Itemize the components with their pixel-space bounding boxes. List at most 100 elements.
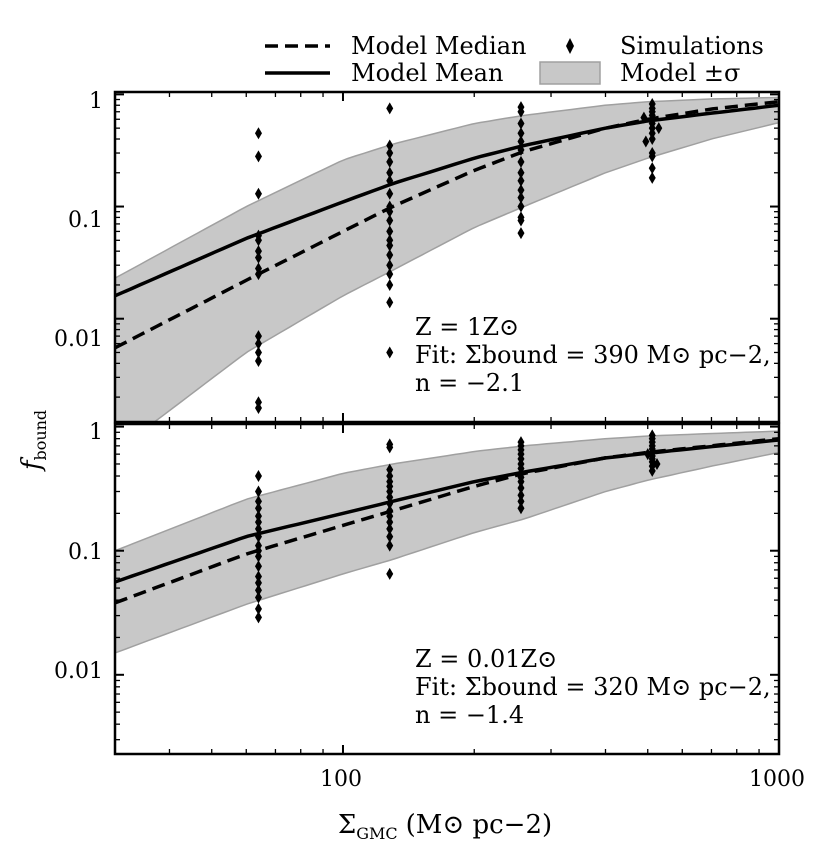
mean-line-bottom bbox=[115, 438, 779, 584]
simulation-point bbox=[254, 495, 262, 508]
simulation-point bbox=[386, 491, 394, 504]
simulation-point bbox=[254, 187, 262, 200]
median-line-bottom bbox=[115, 436, 779, 605]
legend-median-label: Model Median bbox=[351, 32, 526, 60]
simulation-point bbox=[386, 225, 394, 238]
legend-simulations-label: Simulations bbox=[620, 32, 764, 60]
ytick-label-bottom-0.01: 0.01 bbox=[54, 659, 103, 684]
simulation-point bbox=[648, 133, 656, 146]
simulation-point bbox=[386, 567, 394, 580]
simulation-point bbox=[254, 485, 262, 498]
plot-area-bottom bbox=[115, 429, 779, 654]
simulation-point bbox=[517, 495, 525, 508]
simulation-point bbox=[517, 155, 525, 168]
simulation-point bbox=[254, 560, 262, 573]
simulation-point bbox=[386, 174, 394, 187]
legend-simulations-swatch bbox=[566, 38, 574, 54]
simulation-point bbox=[644, 448, 652, 461]
simulation-point bbox=[254, 127, 262, 140]
simulation-point bbox=[642, 135, 650, 148]
simulation-point bbox=[254, 550, 262, 563]
simulation-point bbox=[386, 139, 394, 152]
simulation-point bbox=[254, 570, 262, 583]
frame-bottom bbox=[113, 422, 781, 756]
simulation-point bbox=[517, 166, 525, 179]
simulation-point bbox=[386, 259, 394, 272]
simulation-point bbox=[386, 214, 394, 227]
plot-area-top bbox=[115, 96, 779, 422]
simulation-point bbox=[386, 539, 394, 552]
simulation-point bbox=[254, 522, 262, 535]
simulation-point bbox=[254, 346, 262, 359]
annotation-top-line2: Fit: Σbound = 390 M⊙ pc−2, bbox=[415, 341, 771, 369]
simulation-point bbox=[254, 337, 262, 350]
xtick-label-1000: 1000 bbox=[749, 767, 805, 792]
simulation-point bbox=[254, 470, 262, 483]
simulation-point bbox=[655, 122, 663, 135]
simulation-point bbox=[386, 268, 394, 281]
simulation-point bbox=[386, 155, 394, 168]
x-ticks-top bbox=[114, 92, 780, 422]
mean-line-top bbox=[115, 103, 779, 298]
simulation-point bbox=[653, 457, 661, 470]
legend-band-swatch bbox=[539, 61, 601, 85]
simulation-point bbox=[517, 191, 525, 204]
simulation-point bbox=[254, 591, 262, 604]
sigma-band-top bbox=[115, 96, 779, 422]
simulation-point bbox=[254, 330, 262, 343]
simulation-point bbox=[517, 143, 525, 156]
simulation-point bbox=[254, 516, 262, 529]
simulation-point bbox=[386, 497, 394, 510]
simulation-point bbox=[517, 227, 525, 240]
simulation-point bbox=[254, 576, 262, 589]
simulation-point bbox=[386, 516, 394, 529]
simulation-point bbox=[254, 611, 262, 624]
simulation-point bbox=[386, 102, 394, 115]
simulation-point bbox=[517, 482, 525, 495]
simulation-point bbox=[517, 502, 525, 515]
simulation-point bbox=[254, 602, 262, 615]
annotation-top-line1: Z = 1Z⊙ bbox=[415, 313, 519, 341]
xtick-label-100: 100 bbox=[320, 767, 362, 792]
simulation-point bbox=[648, 464, 656, 477]
ytick-label-top-0.01: 0.01 bbox=[54, 327, 103, 352]
simulation-point bbox=[386, 187, 394, 200]
ytick-label-top-1: 1 bbox=[89, 89, 103, 114]
simulation-point bbox=[386, 248, 394, 261]
simulation-point bbox=[517, 117, 525, 130]
simulation-point bbox=[386, 346, 394, 359]
simulation-point bbox=[254, 502, 262, 515]
simulation-point bbox=[386, 239, 394, 252]
simulation-point bbox=[254, 401, 262, 414]
simulation-point bbox=[386, 166, 394, 179]
simulation-point bbox=[517, 489, 525, 502]
simulation-point bbox=[517, 184, 525, 197]
simulation-point bbox=[254, 354, 262, 367]
simulation-points-bottom bbox=[254, 429, 661, 624]
simulation-point bbox=[386, 530, 394, 543]
annotation-bottom-line2: Fit: Σbound = 320 M⊙ pc−2, bbox=[415, 673, 771, 701]
median-line-top bbox=[115, 99, 779, 350]
simulation-point bbox=[386, 441, 394, 454]
simulation-point bbox=[254, 530, 262, 543]
simulation-point bbox=[254, 268, 262, 281]
ytick-label-bottom-0.1: 0.1 bbox=[68, 540, 103, 565]
simulation-point bbox=[254, 584, 262, 597]
simulation-point bbox=[517, 127, 525, 140]
y-axis-label: fbound bbox=[17, 410, 50, 472]
x-ticks-bottom bbox=[114, 424, 780, 754]
legend-mean-label: Model Mean bbox=[351, 59, 503, 87]
simulation-point bbox=[386, 296, 394, 309]
ytick-label-top-0.1: 0.1 bbox=[68, 208, 103, 233]
y-ticks-bottom bbox=[115, 425, 779, 741]
simulation-point bbox=[386, 278, 394, 291]
simulation-point bbox=[517, 214, 525, 227]
simulation-point bbox=[648, 171, 656, 184]
y-ticks-top bbox=[115, 93, 779, 398]
panel-top: 1 0.1 0.01 Z = 1Z⊙ Fit: Σbound = 390 M⊙ … bbox=[54, 89, 781, 424]
simulation-point bbox=[254, 251, 262, 264]
simulation-point bbox=[517, 135, 525, 148]
simulation-point bbox=[640, 111, 648, 124]
frame-top bbox=[113, 90, 781, 424]
